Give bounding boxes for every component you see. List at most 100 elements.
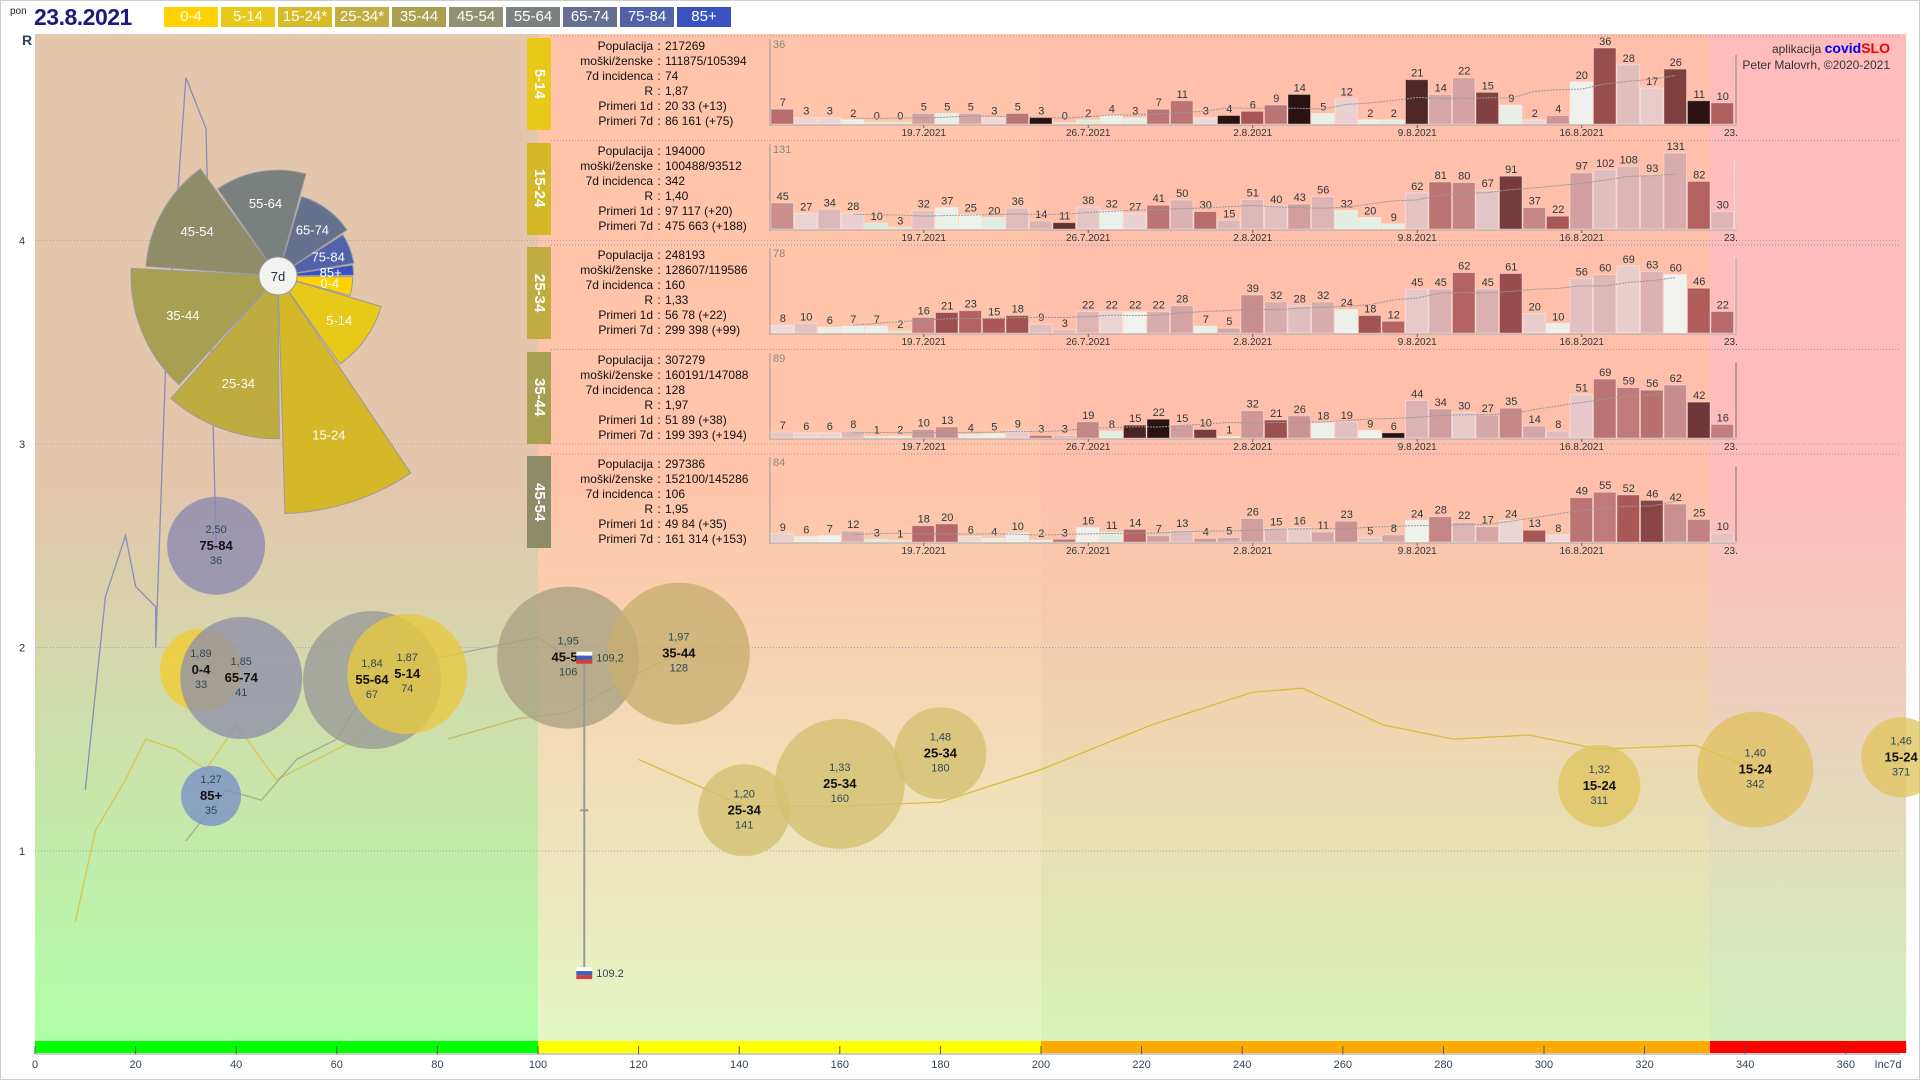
date-label: 9.8.2021 bbox=[1398, 128, 1437, 136]
seven-day-average-line bbox=[853, 173, 1676, 217]
age-panel: 45-54 Populacija:297386 moški/ženske:1521… bbox=[527, 454, 1737, 554]
rose-sector-label: 75-84 bbox=[312, 250, 345, 265]
legend-item-65-74[interactable]: 65-74 bbox=[563, 7, 617, 27]
bubble bbox=[1861, 717, 1920, 798]
seven-day-average-line bbox=[853, 500, 1676, 536]
bubble-r-label: 1,46 bbox=[1890, 735, 1911, 747]
daily-cases-bar bbox=[1475, 189, 1499, 229]
daily-cases-bar bbox=[1569, 393, 1593, 438]
info-colon: : bbox=[657, 84, 661, 98]
legend-item-75-84[interactable]: 75-84 bbox=[620, 7, 674, 27]
rose-sector-label: 45-54 bbox=[180, 224, 213, 239]
bar-value-label: 5 bbox=[1226, 316, 1232, 328]
daily-cases-bar bbox=[1005, 429, 1029, 438]
bar-value-label: 35 bbox=[1505, 396, 1517, 408]
daily-cases-bar bbox=[1452, 521, 1476, 543]
flag-icon-red bbox=[576, 659, 593, 664]
bar-value-label: 10 bbox=[800, 311, 812, 323]
rose-sector bbox=[130, 267, 280, 386]
bar-value-label: 36 bbox=[1012, 196, 1024, 208]
bar-value-label: 4 bbox=[968, 422, 974, 434]
daily-cases-bar bbox=[1428, 181, 1452, 229]
bar-value-label: 67 bbox=[1482, 178, 1494, 190]
daily-cases-bar bbox=[1734, 53, 1737, 125]
date-label: 26.7.2021 bbox=[1066, 442, 1111, 450]
bar-value-label: 11 bbox=[1694, 89, 1705, 101]
bar-value-label: 3 bbox=[991, 106, 997, 118]
bar-value-label: 2 bbox=[1085, 108, 1091, 120]
daily-cases-bar bbox=[841, 430, 865, 439]
bar-value-label: 13 bbox=[941, 414, 953, 426]
bar-value-label: 15 bbox=[1482, 80, 1494, 92]
info-value: 194000 bbox=[665, 143, 706, 158]
daily-cases-bar bbox=[1052, 329, 1076, 334]
flag-icon-white bbox=[576, 651, 593, 656]
bubble-incidence-label: 311 bbox=[1591, 795, 1609, 807]
info-label: moški/ženske bbox=[580, 263, 653, 277]
daily-cases-bar-chart: 131 45 27 34 28 10 3 32 37 25 20 36 14 11 38 32 27 41 50 30… bbox=[769, 141, 1737, 241]
daily-cases-bar bbox=[1005, 207, 1029, 229]
daily-cases-bar bbox=[982, 216, 1006, 230]
bar-value-label: 20 bbox=[1529, 302, 1541, 314]
info-row: Primeri 7d:161 314 (+153) bbox=[553, 532, 768, 547]
legend-item-25-34[interactable]: 25-34* bbox=[335, 7, 389, 27]
slovenia-incidence-label: 109,2 bbox=[596, 653, 624, 665]
bubble-r-label: 1,40 bbox=[1745, 748, 1766, 760]
daily-cases-bar bbox=[817, 431, 841, 438]
daily-cases-bar bbox=[911, 316, 935, 334]
bar-value-label: 46 bbox=[1693, 276, 1705, 288]
legend-item-5-14[interactable]: 5-14 bbox=[221, 7, 275, 27]
date-title: 23.8.2021 bbox=[34, 4, 132, 30]
x-tick-label: 320 bbox=[1635, 1059, 1653, 1071]
trajectory-line bbox=[84, 77, 217, 791]
bar-value-label: 3 bbox=[1062, 527, 1068, 539]
bar-value-label: 34 bbox=[824, 197, 836, 209]
info-row: 7d incidenca:342 bbox=[553, 174, 768, 189]
bar-value-label: 23 bbox=[965, 299, 977, 311]
daily-cases-bar bbox=[1452, 181, 1476, 229]
bar-value-label: 45 bbox=[1482, 277, 1494, 289]
legend-item-55-64[interactable]: 55-64 bbox=[506, 7, 560, 27]
bubble-r-label: 1,89 bbox=[190, 648, 211, 660]
bar-value-label: 14 bbox=[1435, 82, 1447, 94]
info-row: 7d incidenca:128 bbox=[553, 383, 768, 398]
daily-cases-bar bbox=[1193, 537, 1217, 543]
date-label: 19.7.2021 bbox=[902, 128, 947, 136]
info-row: Primeri 1d:56 78 (+22) bbox=[553, 308, 768, 323]
legend-item-45-54[interactable]: 45-54 bbox=[449, 7, 503, 27]
bar-value-label: 108 bbox=[1620, 154, 1638, 166]
daily-cases-bar bbox=[1170, 529, 1194, 543]
bar-value-label: 50 bbox=[1176, 187, 1188, 199]
rose-sector bbox=[276, 275, 382, 365]
incidence-zone-color-bar bbox=[1709, 1041, 1907, 1053]
bar-value-label: 18 bbox=[918, 514, 930, 526]
info-label: Primeri 7d bbox=[598, 323, 653, 337]
date-label: 2.8.2021 bbox=[1233, 337, 1272, 345]
daily-cases-bar bbox=[1193, 325, 1217, 334]
bar-value-label: 97 bbox=[1576, 160, 1588, 172]
daily-cases-bar bbox=[1146, 311, 1170, 334]
date-label: 16.8.2021 bbox=[1560, 233, 1605, 241]
daily-cases-bar bbox=[1358, 429, 1382, 438]
legend-item-85plus[interactable]: 85+ bbox=[677, 7, 731, 27]
legend-item-35-44[interactable]: 35-44 bbox=[392, 7, 446, 27]
daily-cases-bar bbox=[1099, 209, 1123, 229]
date-label: 16.8.2021 bbox=[1560, 337, 1605, 345]
daily-cases-bar bbox=[864, 538, 888, 543]
info-value: 56 78 (+22) bbox=[665, 308, 727, 322]
bar-value-label: 5 bbox=[1015, 101, 1021, 113]
date-label: 26.7.2021 bbox=[1066, 233, 1111, 241]
info-row: moški/ženske:128607/119586 bbox=[553, 263, 768, 278]
daily-cases-bar bbox=[1193, 210, 1217, 229]
daily-cases-bar bbox=[1005, 532, 1029, 543]
legend-item-15-24[interactable]: 15-24* bbox=[278, 7, 332, 27]
daily-cases-bar bbox=[817, 117, 841, 125]
info-value: 217269 bbox=[665, 39, 706, 53]
daily-cases-bar bbox=[1734, 361, 1737, 438]
info-colon: : bbox=[657, 517, 661, 531]
daily-cases-bar bbox=[1193, 428, 1217, 438]
legend-item-0-4[interactable]: 0-4 bbox=[164, 7, 218, 27]
x-tick-label: 160 bbox=[831, 1059, 849, 1071]
bar-value-label: 9 bbox=[1273, 93, 1279, 105]
bar-value-label: 22 bbox=[1106, 300, 1118, 312]
